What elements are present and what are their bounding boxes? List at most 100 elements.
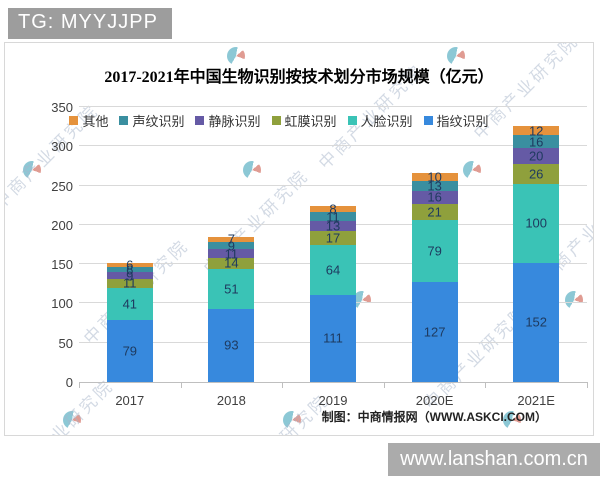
legend-item: 静脉识别 xyxy=(195,111,261,130)
bar-segment: 14 xyxy=(208,255,255,271)
legend-item: 虹膜识别 xyxy=(271,111,337,130)
bar-segment: 9 xyxy=(208,239,255,252)
chart-title: 2017-2021年中国生物识别按技术划分市场规模（亿元） xyxy=(104,69,494,86)
bar-value-label: 100 xyxy=(525,215,548,231)
bar-value-label: 127 xyxy=(423,324,446,340)
bar-segment: 64 xyxy=(310,244,356,295)
bar-segment: 16 xyxy=(411,189,458,205)
bar-value-label: 13 xyxy=(325,218,341,234)
x-tick-label: 2021E xyxy=(517,393,555,408)
bar-value-label: 79 xyxy=(427,243,442,259)
legend-label: 声纹识别 xyxy=(132,114,185,129)
legend-marker xyxy=(271,116,281,125)
watermark-logo-icon xyxy=(63,411,81,429)
legend-item: 其他 xyxy=(69,111,108,130)
bar-value-label: 12 xyxy=(528,123,544,139)
plot-area: 0 50 100 150 200 250 300 350 79 41 11 9 6 6 2017 93 51 14… xyxy=(51,101,588,408)
y-tick-label: 100 xyxy=(51,296,73,312)
watermark-badge: TG: MYYJJPP xyxy=(8,8,172,39)
bar-value-label: 13 xyxy=(427,178,442,194)
bar-value-label: 10 xyxy=(427,169,442,185)
bar-segment: 111 xyxy=(310,294,356,382)
bar-value-label: 79 xyxy=(122,343,138,359)
legend-item: 人脸识别 xyxy=(347,111,413,130)
bar-segment: 26 xyxy=(513,163,560,185)
legend-label: 静脉识别 xyxy=(208,114,261,129)
y-tick-label: 0 xyxy=(65,375,73,390)
bar-segment: 10 xyxy=(411,169,458,185)
bar-value-label: 26 xyxy=(528,166,544,182)
bar-value-label: 14 xyxy=(224,255,239,271)
legend-item: 声纹识别 xyxy=(119,111,184,130)
bar-column: 152 100 26 20 16 12 xyxy=(513,123,560,382)
bar-value-label: 11 xyxy=(224,246,239,262)
legend-marker xyxy=(119,116,129,125)
legend-item: 指纹识别 xyxy=(423,111,489,130)
bar-value-label: 20 xyxy=(528,148,544,164)
legend: 其他 声纹识别 静脉识别 虹膜识别 人脸识别 指纹识别 xyxy=(5,111,553,130)
x-tick-label: 2017 xyxy=(115,393,145,408)
bar-value-label: 8 xyxy=(329,201,337,217)
bar-value-label: 6 xyxy=(126,262,134,278)
bar-value-label: 93 xyxy=(224,337,239,353)
bar-column: 127 79 21 16 13 10 xyxy=(411,169,458,382)
legend-label: 人脸识别 xyxy=(360,114,413,129)
bar-segment: 20 xyxy=(513,147,560,164)
legend-marker xyxy=(347,116,357,125)
bar-value-label: 9 xyxy=(126,268,134,284)
legend-label: 其他 xyxy=(82,114,109,129)
bar-value-label: 7 xyxy=(227,231,235,247)
x-tick-label: 2018 xyxy=(216,393,246,408)
y-tick-label: 350 xyxy=(51,100,73,115)
bar-segment: 152 xyxy=(513,262,560,382)
bar-segment: 13 xyxy=(411,178,458,194)
legend-marker xyxy=(423,116,433,125)
gridline xyxy=(79,184,587,186)
bar-column: 79 41 11 9 6 6 xyxy=(106,258,153,382)
y-tick-label: 250 xyxy=(51,178,73,194)
bar-value-label: 17 xyxy=(325,230,341,246)
bar-segment: 6 xyxy=(106,258,153,271)
y-tick-label: 300 xyxy=(51,139,73,155)
x-axis-tick xyxy=(383,382,385,388)
y-tick-label: 200 xyxy=(51,217,73,233)
x-axis-tick xyxy=(79,382,80,388)
legend-label: 指纹识别 xyxy=(436,114,489,129)
bar-segment: 21 xyxy=(411,203,458,221)
bar-segment: 100 xyxy=(513,184,560,263)
bar-segment: 16 xyxy=(513,134,560,150)
watermark-logo-icon xyxy=(23,161,41,179)
legend-label: 虹膜识别 xyxy=(284,114,337,129)
bar-segment: 93 xyxy=(208,308,255,382)
bar-segment: 11 xyxy=(208,246,255,262)
bar-segment: 127 xyxy=(411,282,458,382)
badge-text: TG: MYYJJPP xyxy=(18,11,158,33)
y-tick-label: 50 xyxy=(58,335,73,351)
chart-frame: 中商产业研究院 中商产业研究院 中商产业研究院 中商产业研究院 中商产业研究院 中商产业研… xyxy=(4,42,594,436)
bar-column: 111 64 17 13 11 8 xyxy=(310,203,356,382)
bar-segment: 9 xyxy=(106,268,153,284)
gridline xyxy=(79,106,587,107)
x-axis-tick xyxy=(485,382,487,388)
bar-value-label: 152 xyxy=(525,314,548,330)
bar-value-label: 16 xyxy=(427,189,442,205)
bar-segment: 79 xyxy=(411,220,458,283)
bar-segment: 7 xyxy=(208,233,255,246)
x-tick-label: 2019 xyxy=(318,393,348,408)
bar-segment: 8 xyxy=(310,203,356,216)
site-url-bar: www.lanshan.com.cn xyxy=(388,443,600,476)
legend-marker xyxy=(195,116,205,125)
bar-column: 93 51 14 11 9 7 xyxy=(208,233,255,382)
y-tick-label: 150 xyxy=(51,257,73,273)
watermark-logo-icon xyxy=(283,411,301,429)
bar-segment: 12 xyxy=(513,123,560,139)
bar-value-label: 111 xyxy=(323,330,343,346)
bar-segment: 13 xyxy=(310,218,356,234)
bar-value-label: 21 xyxy=(427,204,442,220)
bar-segment: 6 xyxy=(106,263,153,276)
bar-value-label: 51 xyxy=(224,281,239,297)
bar-segment: 17 xyxy=(310,230,356,246)
x-axis-tick xyxy=(282,382,284,388)
bar-value-label: 16 xyxy=(528,134,544,150)
bar-value-label: 6 xyxy=(126,257,134,273)
